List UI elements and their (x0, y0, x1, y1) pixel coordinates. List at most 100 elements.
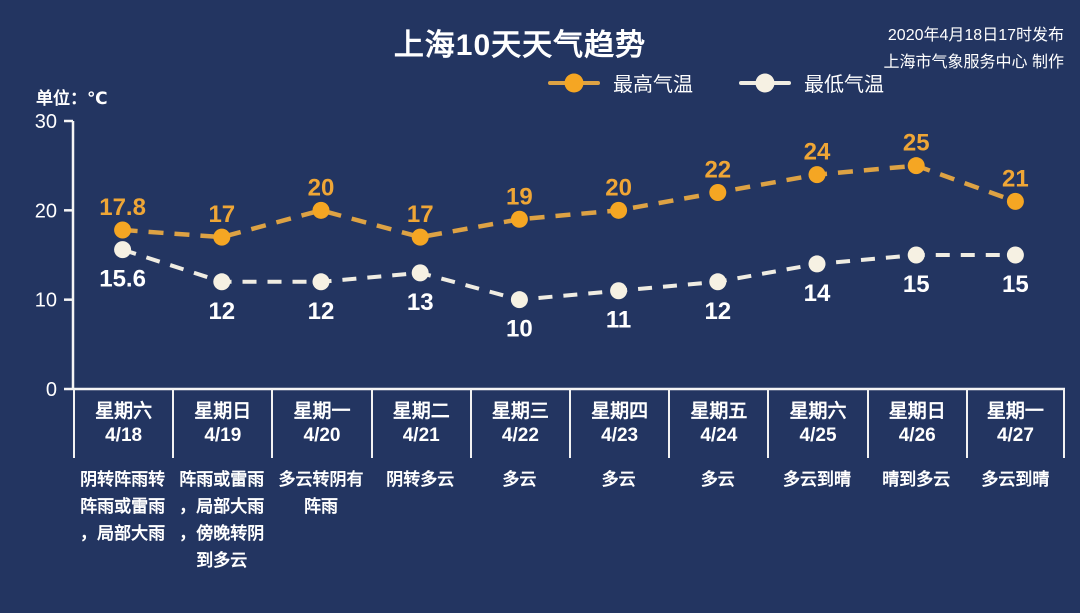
weekday-label: 星期一 (293, 401, 351, 422)
low-temp-value-label: 13 (407, 289, 434, 316)
high-temp-data-point (510, 210, 528, 228)
day-header-cell: 星期一 4/20 (271, 389, 370, 458)
weather-description: 多云到晴 (783, 470, 852, 489)
legend-item-high-temp: 最高气温 (548, 68, 693, 97)
day-header-cell: 星期六 4/25 (767, 389, 866, 458)
legend-item-low-temp: 最低气温 (739, 68, 884, 97)
unit-label: 单位：℃ (36, 89, 108, 108)
y-axis-tick-label: 20 (35, 200, 57, 222)
high-temp-data-point (907, 157, 925, 175)
weather-description: 阵雨或雷雨 ，局部大雨 ，傍晚转阴 到多云 (179, 470, 265, 570)
day-column: 星期五 4/24 多云 (668, 389, 767, 574)
date-label: 4/19 (204, 425, 242, 446)
high-temp-data-point (808, 166, 826, 184)
date-label: 4/25 (799, 425, 837, 446)
weather-description: 多云 (502, 470, 537, 489)
day-column: 星期二 4/21 阴转多云 (370, 389, 470, 574)
low-temp-data-point (1006, 246, 1024, 264)
day-header-cell: 星期一 4/27 (965, 389, 1066, 458)
low-temp-data-point (510, 291, 528, 309)
high-temp-value-label: 25 (903, 130, 930, 157)
low-temp-value-label: 10 (506, 316, 533, 343)
weekday-label: 星期三 (491, 401, 549, 422)
low-temp-dot-icon (755, 73, 775, 92)
date-label: 4/22 (501, 425, 539, 446)
weather-description: 多云 (700, 470, 735, 489)
day-column: 星期三 4/22 多云 (469, 389, 569, 574)
weekday-label: 星期四 (591, 401, 649, 422)
low-temp-data-point (411, 264, 429, 282)
high-temp-data-point (312, 201, 330, 219)
legend-label-low: 最低气温 (804, 74, 884, 96)
weather-description: 阴转多云 (386, 470, 455, 489)
chart-legend: 最高气温 最低气温 (548, 68, 884, 97)
day-header-cell: 星期二 4/21 (370, 389, 470, 458)
low-temp-value-label: 12 (208, 298, 235, 325)
high-temp-series-line (122, 163, 1017, 240)
weather-description: 晴到多云 (882, 470, 951, 489)
weekday-label: 星期二 (392, 401, 450, 422)
high-temp-data-point (114, 221, 132, 239)
low-temp-data-point (213, 273, 231, 291)
high-temp-value-label: 22 (704, 156, 731, 183)
high-temp-data-point (411, 228, 429, 246)
day-column: 星期一 4/20 多云转阴有 阵雨 (271, 389, 370, 574)
high-temp-data-point (709, 183, 727, 201)
publish-author: 上海市气象服务中心 制作 (883, 54, 1064, 71)
weather-description: 阴转阵雨转 阵雨或雷雨 ，局部大雨 (80, 470, 166, 543)
weather-description: 多云到晴 (981, 470, 1050, 489)
date-label: 4/18 (105, 425, 143, 446)
weekday-label: 星期日 (888, 401, 946, 422)
publish-info: 2020年4月18日17时发布 上海市气象服务中心 制作 (884, 22, 1064, 76)
y-axis-tick-label: 30 (35, 111, 57, 133)
low-temp-value-label: 11 (606, 307, 631, 334)
day-header-cell: 星期四 4/23 (569, 389, 668, 458)
weather-description: 多云转阴有 阵雨 (278, 470, 364, 516)
day-column: 星期四 4/23 多云 (569, 389, 668, 574)
day-header-cell: 星期六 4/18 (73, 389, 172, 458)
high-temp-marker-icon (548, 73, 600, 93)
weekday-label: 星期日 (194, 401, 252, 422)
low-temp-value-label: 15 (903, 271, 930, 298)
date-label: 4/21 (402, 425, 440, 446)
high-temp-data-point (213, 228, 231, 246)
day-columns-table: 星期六 4/18 阴转阵雨转 阵雨或雷雨 ，局部大雨 星期日 4/19 阵雨或雷雨 ，局部… (73, 389, 1066, 574)
date-label: 4/23 (601, 425, 639, 446)
day-column: 星期日 4/19 阵雨或雷雨 ，局部大雨 ，傍晚转阴 到多云 (172, 389, 271, 574)
y-axis-tick-label: 10 (35, 290, 57, 312)
low-temp-data-point (312, 273, 330, 291)
low-temp-marker-icon (739, 73, 791, 93)
day-header-cell: 星期五 4/24 (668, 389, 767, 458)
day-column: 星期一 4/27 多云到晴 (965, 389, 1066, 574)
high-temp-value-label: 24 (804, 139, 831, 166)
weekday-label: 星期六 (789, 401, 847, 422)
high-temp-value-label: 20 (308, 174, 335, 201)
date-label: 4/26 (898, 425, 936, 446)
weather-description: 多云 (601, 470, 636, 489)
y-axis-tick-label: 0 (46, 379, 57, 400)
low-temp-value-label: 14 (804, 280, 831, 307)
day-column: 星期六 4/25 多云到晴 (767, 389, 866, 574)
high-temp-value-label: 17 (407, 201, 434, 228)
day-header-cell: 星期三 4/22 (469, 389, 569, 458)
low-temp-data-point (709, 273, 727, 291)
low-temp-value-label: 12 (704, 298, 731, 325)
day-header-cell: 星期日 4/26 (866, 389, 966, 458)
high-temp-value-label: 20 (605, 174, 632, 201)
high-temp-value-label: 21 (1002, 165, 1029, 192)
low-temp-series-line (121, 247, 1016, 302)
date-label: 4/27 (996, 425, 1034, 446)
high-temp-value-label: 19 (506, 183, 533, 210)
date-label: 4/20 (303, 425, 341, 446)
page-title: 上海10天天气趋势 (393, 29, 647, 62)
low-temp-data-point (610, 282, 628, 300)
high-temp-data-point (610, 201, 628, 219)
low-temp-data-point (808, 255, 826, 273)
low-temp-value-label: 12 (308, 298, 335, 325)
weekday-label: 星期六 (95, 401, 153, 422)
high-temp-data-point (1006, 192, 1024, 210)
date-label: 4/24 (700, 425, 738, 446)
day-header-cell: 星期日 4/19 (172, 389, 271, 458)
low-temp-value-label: 15 (1002, 271, 1029, 298)
